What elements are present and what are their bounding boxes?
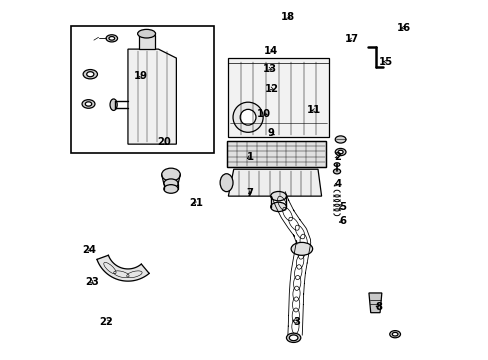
- Text: 20: 20: [157, 138, 170, 147]
- Ellipse shape: [83, 69, 97, 79]
- Polygon shape: [97, 255, 149, 281]
- Ellipse shape: [289, 335, 297, 341]
- Ellipse shape: [333, 163, 339, 166]
- Ellipse shape: [270, 202, 286, 212]
- Ellipse shape: [220, 174, 233, 192]
- Ellipse shape: [233, 102, 263, 132]
- Text: 11: 11: [306, 105, 321, 115]
- Text: 17: 17: [345, 35, 358, 44]
- Text: 7: 7: [246, 188, 253, 198]
- Text: 6: 6: [339, 216, 346, 226]
- Text: 13: 13: [262, 64, 276, 74]
- Text: 8: 8: [375, 302, 382, 312]
- Ellipse shape: [240, 109, 255, 125]
- Bar: [227, 140, 325, 167]
- Ellipse shape: [106, 35, 117, 42]
- Text: 22: 22: [100, 317, 113, 327]
- Ellipse shape: [110, 99, 117, 111]
- Text: 19: 19: [133, 71, 147, 81]
- Polygon shape: [368, 293, 381, 313]
- Ellipse shape: [333, 169, 340, 174]
- Ellipse shape: [163, 185, 178, 193]
- Polygon shape: [128, 49, 176, 144]
- Ellipse shape: [85, 102, 92, 106]
- Text: 10: 10: [257, 109, 271, 119]
- Text: 2: 2: [334, 152, 341, 162]
- Bar: [227, 140, 325, 167]
- Text: 15: 15: [378, 57, 392, 67]
- Polygon shape: [228, 169, 321, 196]
- Text: 18: 18: [280, 12, 294, 22]
- Ellipse shape: [335, 136, 346, 143]
- Ellipse shape: [286, 333, 300, 342]
- Text: 23: 23: [85, 277, 99, 287]
- Ellipse shape: [337, 150, 343, 154]
- Bar: [139, 35, 155, 49]
- Text: 3: 3: [292, 317, 299, 327]
- Ellipse shape: [163, 179, 178, 188]
- Ellipse shape: [86, 72, 94, 77]
- Text: 4: 4: [333, 179, 341, 189]
- Text: 21: 21: [189, 198, 203, 208]
- Ellipse shape: [137, 30, 155, 38]
- Ellipse shape: [389, 330, 400, 338]
- Ellipse shape: [109, 37, 115, 40]
- Ellipse shape: [270, 192, 286, 201]
- Text: 9: 9: [267, 129, 274, 138]
- Ellipse shape: [162, 168, 180, 181]
- Ellipse shape: [290, 242, 312, 255]
- Text: 5: 5: [339, 202, 346, 212]
- Bar: [70, 26, 214, 153]
- Bar: [228, 58, 328, 137]
- Text: 14: 14: [264, 46, 278, 56]
- Text: 24: 24: [82, 245, 97, 255]
- Text: 12: 12: [264, 84, 278, 94]
- Ellipse shape: [391, 332, 397, 336]
- Ellipse shape: [82, 100, 95, 108]
- Text: 16: 16: [396, 23, 410, 33]
- Ellipse shape: [335, 148, 346, 156]
- Text: 1: 1: [246, 152, 253, 162]
